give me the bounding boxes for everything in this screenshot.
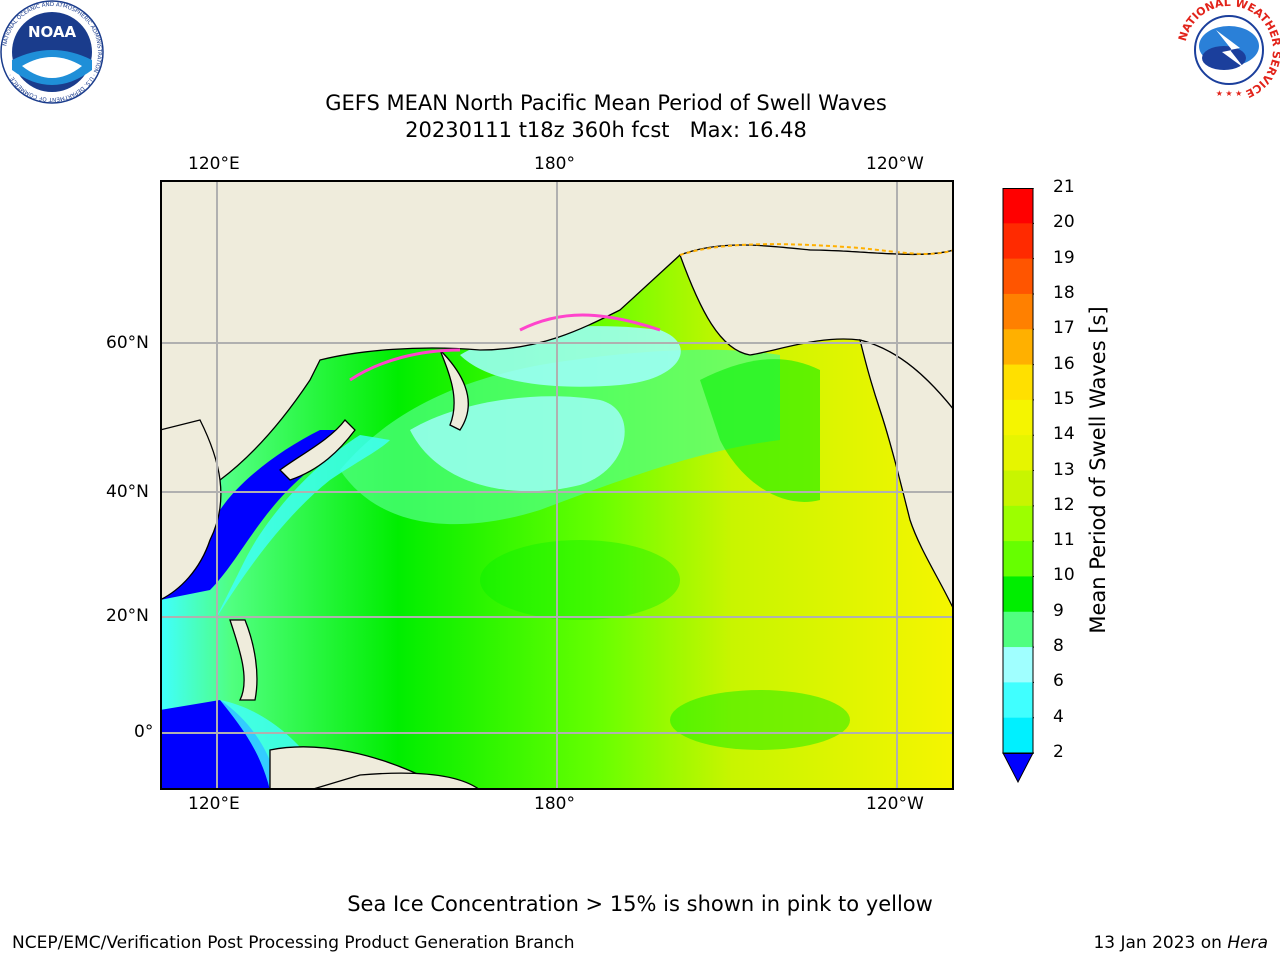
sea-ice-edge-okhotsk (349, 348, 461, 382)
colorbar-segment (1003, 399, 1033, 436)
australia (309, 772, 482, 790)
colorbar (1002, 188, 1034, 783)
lat-tick-1: 60°N (106, 333, 149, 353)
colorbar-segment (1003, 223, 1033, 260)
colorbar-segment (1003, 470, 1033, 507)
chart-title: GEFS MEAN North Pacific Mean Period of S… (325, 91, 887, 115)
colorbar-tick-label: 19 (1053, 247, 1075, 268)
sea-ice-edge-bering (519, 313, 661, 332)
philippines (229, 619, 258, 701)
gulf-alaska-green (700, 359, 820, 502)
colorbar-segment (1003, 329, 1033, 366)
colorbar-tick-label: 4 (1053, 706, 1064, 727)
colorbar-tick-label: 10 (1053, 565, 1075, 586)
colorbar-extension (1002, 752, 1034, 783)
gridlines (160, 180, 954, 790)
japan-korea (279, 419, 356, 481)
noaa-logo: NOAA NATIONAL OCEANIC AND ATMOSPHERIC AD… (0, 0, 104, 104)
colorbar-segment (1003, 717, 1033, 754)
colorbar-segment (1003, 541, 1033, 577)
kamchatka (439, 349, 469, 431)
colorbar-tick-label: 21 (1053, 177, 1075, 197)
colorbar-tick-label: 16 (1053, 353, 1075, 374)
noaa-logo-text: NOAA (28, 23, 77, 41)
sea-ice-edge-arctic (679, 243, 954, 256)
lon-tick-top-3: 120°W (866, 154, 924, 174)
footer-credit: NCEP/EMC/Verification Post Processing Pr… (12, 933, 575, 953)
colorbar-title: Mean Period of Swell Waves [s] (1086, 306, 1110, 634)
sea-ice-note: Sea Ice Concentration > 15% is shown in … (347, 892, 933, 916)
colorbar-segment (1003, 682, 1033, 719)
colorbar-tick-label: 13 (1053, 459, 1075, 480)
colorbar-tick-label: 2 (1053, 742, 1064, 762)
colorbar-segment (1003, 364, 1033, 401)
lon-tick-top-1: 120°E (188, 154, 240, 174)
footer-date-text: 13 Jan 2023 on (1093, 933, 1228, 953)
colorbar-segment (1003, 611, 1033, 648)
swell-period-map (160, 180, 954, 790)
lon-tick-top-2: 180° (534, 154, 575, 174)
colorbar-segment (1003, 647, 1033, 683)
colorbar-tick-label: 6 (1053, 671, 1064, 692)
colorbar-segment (1003, 188, 1033, 224)
footer-date: 13 Jan 2023 on Hera (1093, 933, 1268, 953)
colorbar-segment (1003, 293, 1033, 330)
colorbar-tick-label: 12 (1053, 494, 1075, 515)
indonesia-blue (160, 700, 280, 790)
colorbar-segment (1003, 576, 1033, 613)
colorbar-tick-label: 20 (1053, 212, 1075, 233)
colorbar-segment (1003, 505, 1033, 542)
map-frame (160, 180, 954, 790)
colorbar-tick-label: 15 (1053, 388, 1075, 409)
colorbar-tick-label: 8 (1053, 636, 1064, 657)
lat-tick-4: 0° (134, 722, 154, 742)
colorbar-segment (1003, 435, 1033, 471)
colorbar-tick-label: 18 (1053, 282, 1075, 303)
colorbar-tick-label: 14 (1053, 424, 1075, 445)
lat-tick-3: 20°N (106, 606, 149, 626)
colorbar-tick-label: 11 (1053, 530, 1075, 551)
lon-tick-bottom-3: 120°W (866, 794, 924, 814)
lat-tick-2: 40°N (106, 482, 149, 502)
svg-text:★ ★ ★: ★ ★ ★ (1216, 89, 1243, 98)
land (160, 180, 954, 790)
china-coast (160, 419, 222, 601)
central-green-patch (480, 540, 680, 620)
equatorial-green-patch (670, 690, 850, 750)
chart-subtitle: 20230111 t18z 360h fcst Max: 16.48 (405, 118, 807, 142)
colorbar-segment (1003, 258, 1033, 295)
north-america-west-coast (859, 339, 954, 611)
lon-tick-bottom-2: 180° (534, 794, 575, 814)
footer-machine: Hera (1227, 933, 1268, 953)
lon-tick-bottom-1: 120°E (188, 794, 240, 814)
colorbar-tick-label: 9 (1053, 600, 1064, 621)
colorbar-tick-label: 17 (1053, 318, 1075, 339)
